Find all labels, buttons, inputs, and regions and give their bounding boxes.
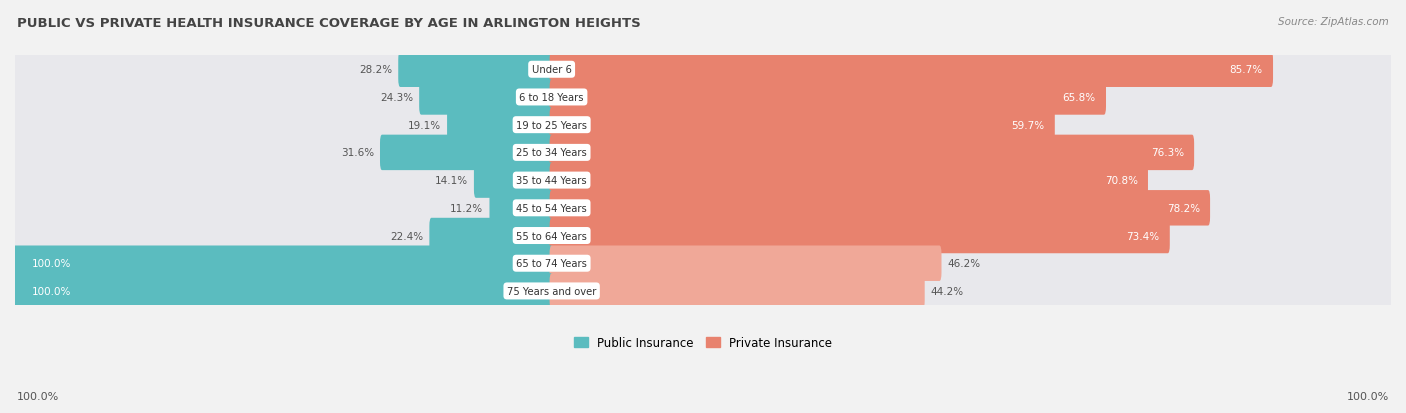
FancyBboxPatch shape	[550, 135, 1194, 171]
Text: 73.4%: 73.4%	[1126, 231, 1160, 241]
Text: 22.4%: 22.4%	[389, 231, 423, 241]
Text: Under 6: Under 6	[531, 65, 572, 75]
FancyBboxPatch shape	[13, 230, 1393, 298]
Text: 76.3%: 76.3%	[1150, 148, 1184, 158]
Text: 25 to 34 Years: 25 to 34 Years	[516, 148, 588, 158]
Text: 75 Years and over: 75 Years and over	[508, 286, 596, 296]
FancyBboxPatch shape	[13, 273, 554, 309]
Text: 78.2%: 78.2%	[1167, 203, 1199, 213]
FancyBboxPatch shape	[380, 135, 554, 171]
Text: 100.0%: 100.0%	[17, 391, 59, 401]
FancyBboxPatch shape	[13, 91, 1393, 159]
Text: 31.6%: 31.6%	[340, 148, 374, 158]
FancyBboxPatch shape	[550, 191, 1211, 226]
Text: 100.0%: 100.0%	[1347, 391, 1389, 401]
Text: 46.2%: 46.2%	[948, 259, 981, 268]
FancyBboxPatch shape	[447, 108, 554, 143]
Text: 55 to 64 Years: 55 to 64 Years	[516, 231, 588, 241]
FancyBboxPatch shape	[398, 52, 554, 88]
Text: Source: ZipAtlas.com: Source: ZipAtlas.com	[1278, 17, 1389, 26]
FancyBboxPatch shape	[550, 246, 942, 281]
Text: 100.0%: 100.0%	[32, 286, 72, 296]
Text: 14.1%: 14.1%	[434, 176, 468, 186]
Text: 70.8%: 70.8%	[1105, 176, 1137, 186]
FancyBboxPatch shape	[474, 163, 554, 198]
Text: 19 to 25 Years: 19 to 25 Years	[516, 120, 588, 131]
Text: 11.2%: 11.2%	[450, 203, 484, 213]
FancyBboxPatch shape	[13, 202, 1393, 270]
FancyBboxPatch shape	[550, 163, 1147, 198]
Text: 24.3%: 24.3%	[380, 93, 413, 103]
Text: 6 to 18 Years: 6 to 18 Years	[519, 93, 583, 103]
FancyBboxPatch shape	[13, 174, 1393, 242]
FancyBboxPatch shape	[13, 246, 554, 281]
FancyBboxPatch shape	[429, 218, 554, 254]
Text: 85.7%: 85.7%	[1230, 65, 1263, 75]
Text: 65 to 74 Years: 65 to 74 Years	[516, 259, 588, 268]
FancyBboxPatch shape	[13, 147, 1393, 215]
Text: 35 to 44 Years: 35 to 44 Years	[516, 176, 586, 186]
FancyBboxPatch shape	[419, 80, 554, 115]
FancyBboxPatch shape	[550, 218, 1170, 254]
Text: 59.7%: 59.7%	[1011, 120, 1045, 131]
Text: 28.2%: 28.2%	[359, 65, 392, 75]
Text: 65.8%: 65.8%	[1063, 93, 1095, 103]
Text: 45 to 54 Years: 45 to 54 Years	[516, 203, 588, 213]
Text: 100.0%: 100.0%	[32, 259, 72, 268]
FancyBboxPatch shape	[550, 52, 1272, 88]
Text: 44.2%: 44.2%	[931, 286, 965, 296]
FancyBboxPatch shape	[489, 191, 554, 226]
FancyBboxPatch shape	[13, 257, 1393, 325]
FancyBboxPatch shape	[13, 119, 1393, 187]
FancyBboxPatch shape	[550, 80, 1107, 115]
FancyBboxPatch shape	[13, 64, 1393, 132]
FancyBboxPatch shape	[13, 36, 1393, 104]
FancyBboxPatch shape	[550, 108, 1054, 143]
FancyBboxPatch shape	[550, 273, 925, 309]
Legend: Public Insurance, Private Insurance: Public Insurance, Private Insurance	[569, 332, 837, 354]
Text: PUBLIC VS PRIVATE HEALTH INSURANCE COVERAGE BY AGE IN ARLINGTON HEIGHTS: PUBLIC VS PRIVATE HEALTH INSURANCE COVER…	[17, 17, 641, 29]
Text: 19.1%: 19.1%	[408, 120, 441, 131]
